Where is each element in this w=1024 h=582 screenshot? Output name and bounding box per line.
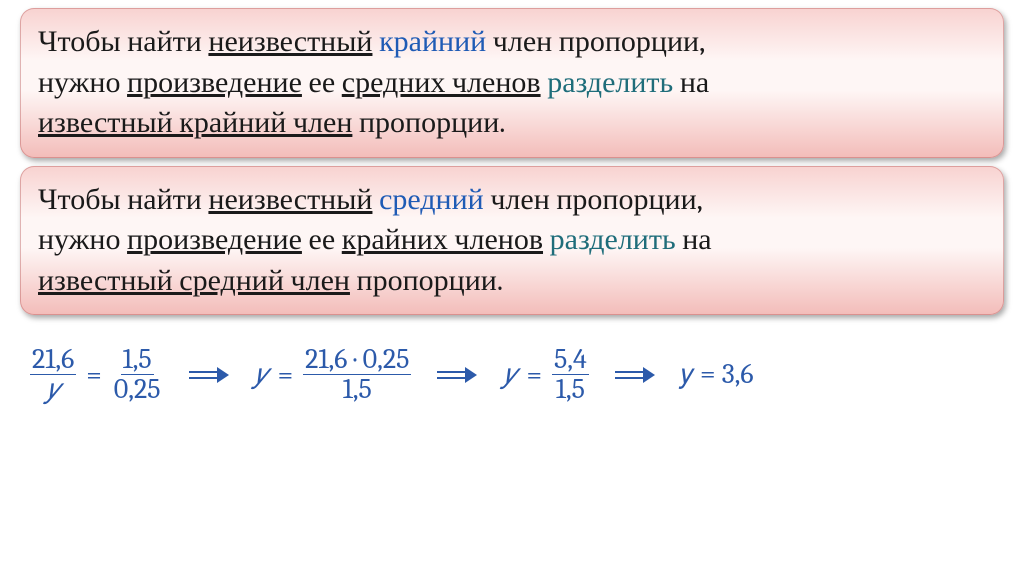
underline-middle-members: средних членов: [342, 65, 541, 100]
numerator: 5,4: [552, 345, 589, 375]
fraction: 21,6 𝑦: [30, 345, 76, 405]
text: ее: [302, 65, 342, 100]
underline-extreme-members: крайних членов: [342, 222, 543, 257]
fraction: 5,4 1,5: [552, 345, 589, 405]
fraction: 21,6 · 0,25 1,5: [303, 345, 411, 405]
text: член пропорции,: [484, 182, 703, 217]
variable-y: 𝑦: [255, 358, 268, 391]
text: на: [673, 65, 709, 100]
equation-step-3: 𝑦 = 5,4 1,5: [503, 345, 588, 405]
numerator: 21,6: [30, 345, 76, 375]
underline-known-extreme: известный крайний член: [38, 105, 352, 140]
text: пропорции.: [352, 105, 505, 140]
equation-row: 21,6 𝑦 = 1,5 0,25 𝑦 = 21,6 · 0,25 1,5: [30, 345, 994, 405]
accent-middle: средний: [379, 182, 484, 217]
equals-sign: =: [524, 359, 544, 391]
rule-box-middle-term: Чтобы найти неизвестный средний член про…: [20, 166, 1004, 316]
text: ее: [302, 222, 342, 257]
variable-y: 𝑦: [503, 358, 516, 391]
numerator: 21,6 · 0,25: [303, 345, 411, 375]
text: нужно: [38, 222, 127, 257]
text: Чтобы найти: [38, 24, 208, 59]
text: [543, 222, 550, 257]
numerator: 1,5: [121, 345, 154, 375]
equation-step-2: 𝑦 = 21,6 · 0,25 1,5: [255, 345, 412, 405]
underline-unknown: неизвестный: [208, 182, 372, 217]
underline-product: произведение: [127, 65, 302, 100]
underline-product: произведение: [127, 222, 302, 257]
implies-arrow-icon: [189, 365, 229, 385]
text: пропорции.: [350, 263, 503, 298]
denominator: 1,5: [341, 375, 374, 404]
accent-divide: разделить: [547, 65, 673, 100]
equals-sign: =: [276, 359, 296, 391]
denominator: 𝑦: [45, 375, 62, 404]
accent-divide: разделить: [550, 222, 676, 257]
implies-arrow-icon: [437, 365, 477, 385]
accent-extreme: крайний: [379, 24, 486, 59]
rule-box-extreme-term: Чтобы найти неизвестный крайний член про…: [20, 8, 1004, 158]
equation-step-1: 21,6 𝑦 = 1,5 0,25: [30, 345, 163, 405]
fraction: 1,5 0,25: [112, 345, 163, 405]
text: член пропорции,: [486, 24, 705, 59]
equation-result: 𝑦 = 3,6: [681, 358, 754, 391]
denominator: 1,5: [554, 375, 587, 404]
denominator: 0,25: [112, 375, 163, 404]
text: Чтобы найти: [38, 182, 208, 217]
text: нужно: [38, 65, 127, 100]
equals-sign: =: [84, 359, 104, 391]
implies-arrow-icon: [615, 365, 655, 385]
underline-unknown: неизвестный: [208, 24, 372, 59]
underline-known-middle: известный средний член: [38, 263, 350, 298]
text: на: [676, 222, 712, 257]
